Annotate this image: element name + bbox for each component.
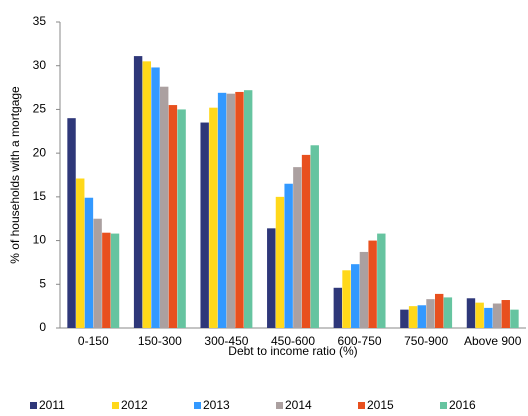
bar bbox=[102, 232, 111, 328]
bar bbox=[267, 228, 276, 328]
bar bbox=[243, 90, 253, 329]
x-tick-label: 300-450 bbox=[204, 334, 249, 348]
y-tick-label: 30 bbox=[33, 58, 47, 72]
bar bbox=[209, 107, 218, 329]
bar bbox=[93, 218, 102, 328]
bar bbox=[484, 307, 493, 328]
bar bbox=[417, 305, 426, 328]
legend-marker bbox=[194, 402, 201, 409]
bar bbox=[217, 92, 227, 329]
x-tick-label: 0-150 bbox=[77, 334, 109, 348]
bar bbox=[284, 183, 293, 328]
bar bbox=[151, 67, 160, 328]
y-tick-label: 0 bbox=[39, 320, 46, 334]
bar bbox=[475, 302, 484, 328]
bar bbox=[200, 122, 209, 329]
x-axis-title: Debt to income ratio (%) bbox=[228, 344, 357, 358]
bar bbox=[408, 306, 418, 328]
bar bbox=[434, 293, 444, 328]
bar bbox=[426, 299, 435, 328]
legend-marker bbox=[358, 402, 365, 409]
legend-label: 2011 bbox=[39, 398, 65, 412]
y-tick-label: 35 bbox=[33, 14, 47, 28]
bar bbox=[293, 167, 302, 328]
bar bbox=[368, 240, 377, 328]
y-axis-title: % of households with a mortgage bbox=[8, 86, 22, 264]
bar bbox=[84, 197, 94, 328]
bar bbox=[492, 303, 502, 328]
bar bbox=[226, 93, 235, 328]
y-tick-label: 15 bbox=[33, 189, 47, 203]
bar bbox=[333, 287, 343, 328]
bar bbox=[168, 105, 178, 328]
bar bbox=[177, 109, 186, 328]
y-tick-label: 10 bbox=[33, 233, 47, 247]
legend-marker bbox=[440, 402, 447, 409]
legend-label: 2015 bbox=[367, 398, 394, 412]
bar bbox=[510, 309, 519, 328]
bar bbox=[301, 154, 311, 328]
x-tick-label: 600-750 bbox=[337, 334, 382, 348]
bar bbox=[501, 300, 510, 328]
bar bbox=[235, 91, 244, 328]
bar bbox=[351, 264, 360, 328]
legend-marker bbox=[276, 402, 283, 409]
legend-label: 2016 bbox=[449, 398, 476, 412]
bar bbox=[67, 118, 76, 329]
y-tick-label: 5 bbox=[39, 276, 46, 290]
x-tick-label: Above 900 bbox=[464, 334, 522, 348]
bar bbox=[133, 56, 143, 329]
bar bbox=[76, 178, 85, 328]
legend-label: 2013 bbox=[203, 398, 230, 412]
bar bbox=[443, 297, 453, 328]
bar bbox=[275, 196, 285, 328]
bar bbox=[310, 145, 319, 328]
x-tick-label: 450-600 bbox=[270, 334, 316, 348]
bar bbox=[110, 233, 120, 328]
bar bbox=[342, 270, 351, 328]
bar bbox=[466, 298, 476, 328]
legend-marker bbox=[30, 402, 37, 409]
bar bbox=[359, 251, 369, 328]
bar bbox=[400, 309, 409, 328]
y-tick-label: 25 bbox=[33, 102, 47, 116]
legend-label: 2014 bbox=[285, 398, 312, 412]
y-tick-label: 20 bbox=[33, 145, 47, 159]
bar bbox=[142, 61, 152, 328]
legend-marker bbox=[112, 402, 119, 409]
legend-label: 2012 bbox=[121, 398, 148, 412]
x-tick-label: 150-300 bbox=[137, 334, 182, 348]
bar bbox=[377, 233, 386, 328]
bar bbox=[160, 86, 169, 328]
x-tick-label: 750-900 bbox=[404, 334, 449, 348]
